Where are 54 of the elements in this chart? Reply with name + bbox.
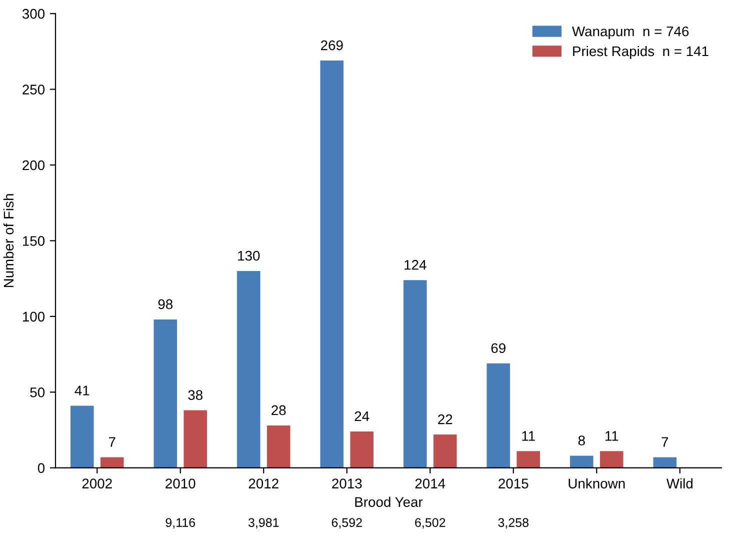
y-axis-title: Number of Fish <box>3 194 14 288</box>
x-tick-label: 2013 <box>332 478 362 488</box>
y-tick-label: 200 <box>22 160 45 170</box>
bar <box>236 271 260 468</box>
x-tick-label: 2010 <box>166 478 196 488</box>
data-label: 98 <box>158 299 173 310</box>
x-tick-label: 2012 <box>248 478 278 488</box>
data-label: 11 <box>605 431 618 441</box>
y-tick-label: 150 <box>22 236 45 246</box>
x-tick-label: 2014 <box>415 478 446 488</box>
text: 6,592 <box>332 518 362 528</box>
data-label: 8 <box>578 436 585 446</box>
data-label: 124 <box>404 260 426 270</box>
bar <box>433 434 457 468</box>
legend-label: Priest Rapids n = 141 <box>573 46 708 59</box>
bar <box>653 457 677 468</box>
bar <box>516 451 540 468</box>
bar <box>266 425 290 468</box>
x-tick-label: Wild <box>666 478 692 488</box>
y-tick-label: 100 <box>22 312 45 322</box>
data-label: 28 <box>272 405 286 416</box>
data-label: 22 <box>438 414 452 424</box>
data-label: 7 <box>662 437 668 447</box>
y-tick-label: 0 <box>38 463 45 474</box>
x-tick-label: 2002 <box>82 478 112 488</box>
bar <box>184 410 208 468</box>
data-label: 24 <box>354 411 370 422</box>
data-label: 130 <box>238 250 260 261</box>
data-label: 7 <box>108 437 116 447</box>
data-label: 11 <box>522 431 535 441</box>
data-label: 38 <box>188 390 202 400</box>
bar <box>320 60 344 468</box>
data-label: 41 <box>74 386 90 396</box>
text: 3,981 <box>248 518 279 528</box>
data-label: 269 <box>321 40 343 50</box>
x-tick-label: Unknown <box>568 478 625 488</box>
bar <box>570 456 594 468</box>
bar <box>100 457 124 468</box>
bar <box>403 280 427 468</box>
y-tick-label: 50 <box>30 387 45 398</box>
x-tick-label: 2015 <box>498 478 528 488</box>
text: 6,502 <box>415 518 446 528</box>
text: 9,116 <box>166 518 196 528</box>
y-tick-label: 300 <box>22 8 45 19</box>
text: 3,258 <box>498 518 528 528</box>
bar <box>154 319 178 468</box>
data-label: 69 <box>491 343 506 354</box>
bar <box>70 406 94 468</box>
legend-label: Wanapum n = 746 <box>572 26 689 40</box>
y-tick-label: 250 <box>22 84 45 94</box>
bar <box>350 432 374 468</box>
bar <box>486 363 510 468</box>
bar <box>600 451 624 468</box>
x-axis-title: Brood Year <box>355 496 423 507</box>
